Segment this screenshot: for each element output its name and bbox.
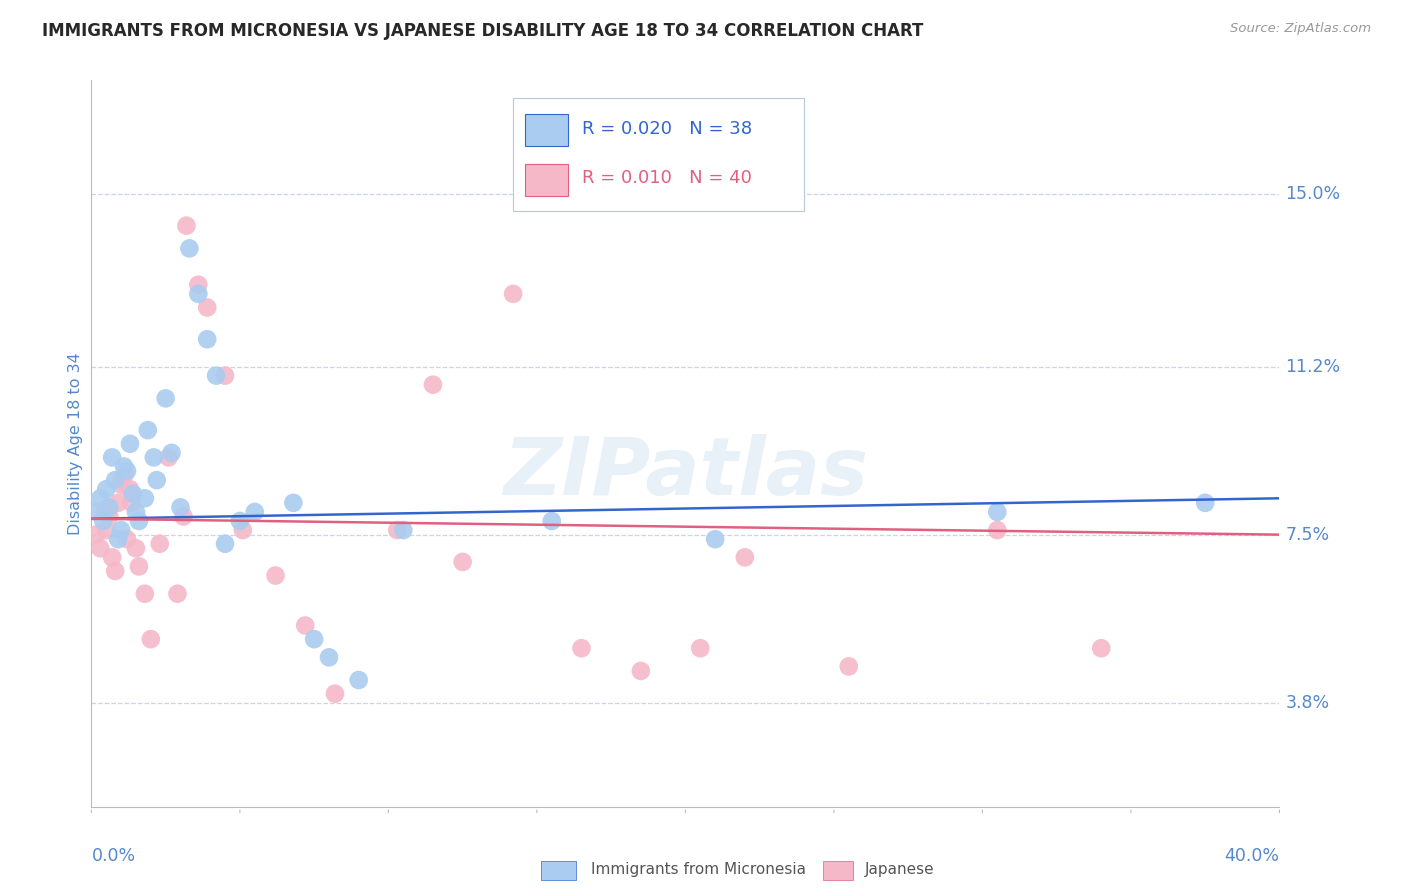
Point — [166, 587, 188, 601]
Point — [264, 568, 287, 582]
Text: Immigrants from Micronesia: Immigrants from Micronesia — [591, 863, 806, 877]
Text: 3.8%: 3.8% — [1285, 694, 1330, 712]
Point — [125, 541, 148, 556]
Point — [128, 514, 150, 528]
Point — [195, 332, 218, 346]
Point — [571, 641, 593, 656]
Point — [172, 509, 194, 524]
Point — [214, 537, 236, 551]
Point — [451, 555, 474, 569]
Point — [118, 482, 141, 496]
Point — [986, 505, 1008, 519]
Point — [107, 532, 129, 546]
Point — [986, 523, 1008, 537]
Point — [540, 514, 562, 528]
Point — [96, 482, 118, 496]
Point — [318, 650, 340, 665]
FancyBboxPatch shape — [524, 164, 568, 196]
Point — [94, 505, 117, 519]
Point — [630, 664, 652, 678]
Point — [110, 477, 132, 491]
Text: Japanese: Japanese — [865, 863, 935, 877]
Point — [122, 487, 145, 501]
Text: R = 0.010   N = 40: R = 0.010 N = 40 — [582, 169, 752, 187]
Point — [112, 468, 135, 483]
Point — [179, 241, 201, 255]
Point — [155, 392, 177, 406]
Point — [112, 459, 135, 474]
Point — [118, 437, 141, 451]
Point — [89, 491, 111, 506]
Point — [205, 368, 228, 383]
Point — [125, 505, 148, 519]
Point — [115, 532, 138, 546]
Point — [98, 509, 121, 524]
Point — [387, 523, 409, 537]
Point — [110, 523, 132, 537]
Point — [142, 450, 165, 465]
Point — [169, 500, 191, 515]
Point — [149, 537, 172, 551]
Point — [98, 500, 121, 515]
Point — [145, 473, 167, 487]
Point — [104, 473, 127, 487]
Text: 15.0%: 15.0% — [1285, 185, 1340, 202]
Text: 11.2%: 11.2% — [1285, 358, 1340, 376]
Point — [89, 541, 111, 556]
Point — [96, 523, 118, 537]
Point — [176, 219, 198, 233]
Point — [101, 550, 124, 565]
Point — [689, 641, 711, 656]
Point — [136, 423, 159, 437]
FancyBboxPatch shape — [513, 98, 804, 211]
Point — [1090, 641, 1112, 656]
Text: 7.5%: 7.5% — [1285, 525, 1330, 543]
Point — [734, 550, 756, 565]
Text: IMMIGRANTS FROM MICRONESIA VS JAPANESE DISABILITY AGE 18 TO 34 CORRELATION CHART: IMMIGRANTS FROM MICRONESIA VS JAPANESE D… — [42, 22, 924, 40]
Point — [347, 673, 370, 687]
Point — [128, 559, 150, 574]
Text: R = 0.020   N = 38: R = 0.020 N = 38 — [582, 120, 752, 138]
Point — [1194, 496, 1216, 510]
Point — [121, 496, 143, 510]
Point — [84, 505, 107, 519]
Point — [302, 632, 325, 647]
Point — [502, 286, 524, 301]
Point — [101, 450, 124, 465]
Point — [704, 532, 727, 546]
Point — [214, 368, 236, 383]
Point — [838, 659, 860, 673]
Point — [134, 491, 156, 506]
Text: ZIPatlas: ZIPatlas — [503, 434, 868, 512]
Text: Source: ZipAtlas.com: Source: ZipAtlas.com — [1230, 22, 1371, 36]
Text: 0.0%: 0.0% — [91, 847, 135, 865]
Point — [115, 464, 138, 478]
Point — [157, 450, 180, 465]
Point — [187, 286, 209, 301]
Point — [104, 564, 127, 578]
Point — [323, 687, 346, 701]
Point — [91, 514, 114, 528]
Point — [243, 505, 266, 519]
Point — [187, 277, 209, 292]
Point — [392, 523, 415, 537]
Point — [195, 301, 218, 315]
Text: 40.0%: 40.0% — [1225, 847, 1279, 865]
FancyBboxPatch shape — [524, 114, 568, 146]
Point — [294, 618, 316, 632]
Point — [134, 587, 156, 601]
Point — [283, 496, 305, 510]
Point — [84, 527, 107, 541]
Point — [232, 523, 254, 537]
Point — [422, 377, 444, 392]
Y-axis label: Disability Age 18 to 34: Disability Age 18 to 34 — [67, 352, 83, 535]
Point — [107, 496, 129, 510]
Point — [139, 632, 162, 647]
Point — [229, 514, 252, 528]
Point — [160, 446, 183, 460]
